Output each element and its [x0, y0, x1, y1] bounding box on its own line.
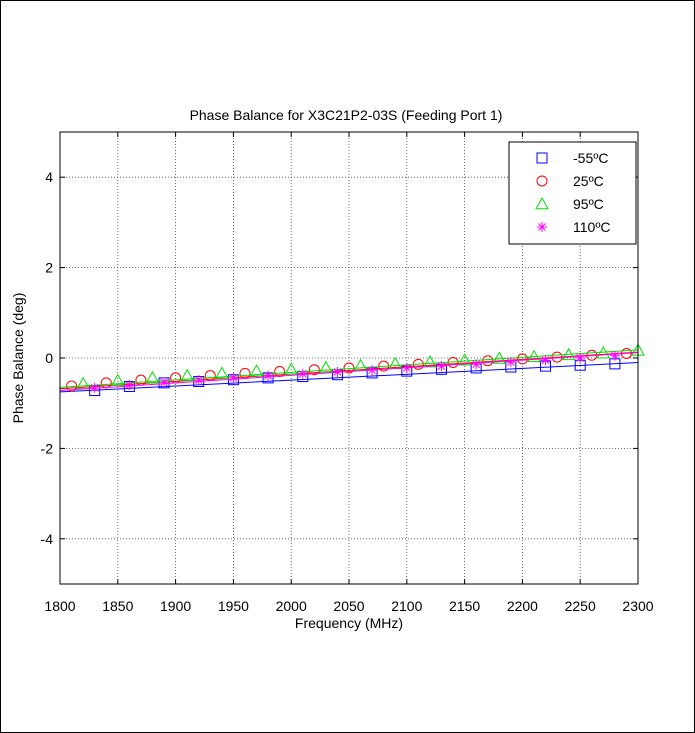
data-point	[284, 362, 299, 375]
data-point	[575, 353, 586, 363]
data-series	[59, 343, 645, 397]
y-tick-label: -4	[41, 531, 54, 547]
asterisk-stroke	[368, 366, 376, 375]
asterisk-stroke	[506, 358, 515, 366]
data-point	[180, 368, 195, 381]
asterisk-stroke	[538, 223, 546, 231]
x-tick-labels: 1800 1850 1900 1950 2000 2050 2100 2150 2200 2250…	[44, 598, 653, 614]
x-tick-label: 1900	[160, 598, 191, 614]
data-point	[596, 345, 611, 359]
data-point	[540, 355, 551, 366]
y-tick-label: 0	[45, 350, 53, 366]
data-point	[193, 375, 204, 386]
asterisk-stroke	[333, 368, 342, 376]
data-point	[423, 355, 437, 368]
data-point	[228, 372, 239, 383]
asterisk-stroke	[229, 374, 238, 382]
x-tick-label: 2100	[391, 598, 422, 614]
data-point	[319, 360, 333, 373]
data-point	[471, 359, 482, 370]
legend-marker	[536, 175, 548, 187]
asterisk-stroke	[437, 362, 446, 370]
data-point	[436, 361, 447, 372]
data-point	[457, 353, 472, 366]
asterisk-stroke	[402, 364, 411, 372]
data-point	[159, 377, 170, 388]
x-tick-label: 2050	[333, 598, 364, 614]
data-point	[89, 382, 100, 393]
series-line	[59, 352, 639, 392]
data-point	[308, 364, 320, 376]
data-point	[249, 364, 264, 377]
asterisk-stroke	[541, 356, 550, 365]
asterisk-stroke	[611, 351, 619, 360]
x-axis-label: Frequency (MHz)	[295, 615, 403, 631]
data-point	[214, 366, 229, 379]
data-point	[297, 368, 308, 379]
x-tick-label: 2300	[622, 598, 653, 614]
series-line	[59, 349, 639, 388]
x-tick-label: 2250	[565, 598, 596, 614]
data-point	[482, 355, 494, 367]
data-point	[505, 357, 516, 368]
data-point	[367, 365, 378, 376]
y-tick-label: 4	[45, 169, 53, 185]
asterisk-stroke	[160, 378, 168, 387]
asterisk-stroke	[264, 371, 272, 380]
data-point	[124, 380, 135, 391]
x-tick-label: 1850	[102, 598, 133, 614]
data-point	[401, 362, 412, 373]
data-point	[492, 351, 507, 364]
series-line	[59, 362, 639, 393]
x-tick-label: 2000	[276, 598, 307, 614]
axes-border	[59, 131, 639, 585]
asterisk-stroke	[576, 354, 585, 362]
data-point	[145, 370, 160, 384]
legend: -55ºC 25ºC 95ºC 110ºC	[508, 141, 637, 245]
asterisk-stroke	[90, 383, 99, 392]
asterisk-stroke	[298, 369, 307, 378]
asterisk-stroke	[472, 360, 481, 369]
data-point	[516, 353, 528, 365]
y-tick-label: 2	[45, 260, 53, 276]
legend-box	[508, 141, 637, 245]
data-point	[332, 367, 343, 378]
series-3	[59, 350, 639, 393]
data-point	[527, 349, 541, 362]
x-tick-label: 1950	[218, 598, 249, 614]
asterisk-stroke	[125, 381, 134, 389]
y-axis-label: Phase Balance (deg)	[10, 293, 26, 424]
legend-marker	[537, 222, 547, 232]
legend-label: 95ºC	[573, 196, 604, 212]
y-tick-labels: -4 -2 0 2 4	[41, 169, 54, 547]
data-point	[609, 350, 620, 361]
data-point	[561, 347, 576, 361]
data-point	[263, 370, 274, 381]
x-tick-label: 1800	[44, 598, 75, 614]
legend-marker	[535, 196, 549, 210]
chart-title: Phase Balance for X3C21P2-03S (Feeding P…	[190, 107, 503, 123]
x-tick-label: 2200	[507, 598, 538, 614]
legend-label: -55ºC	[573, 150, 608, 166]
y-tick-label: -2	[41, 440, 54, 456]
legend-marker	[536, 152, 548, 164]
legend-label: 110ºC	[573, 219, 611, 235]
data-point	[110, 373, 125, 386]
x-tick-label: 2150	[449, 598, 480, 614]
asterisk-stroke	[194, 376, 203, 385]
legend-label: 25ºC	[573, 173, 604, 189]
